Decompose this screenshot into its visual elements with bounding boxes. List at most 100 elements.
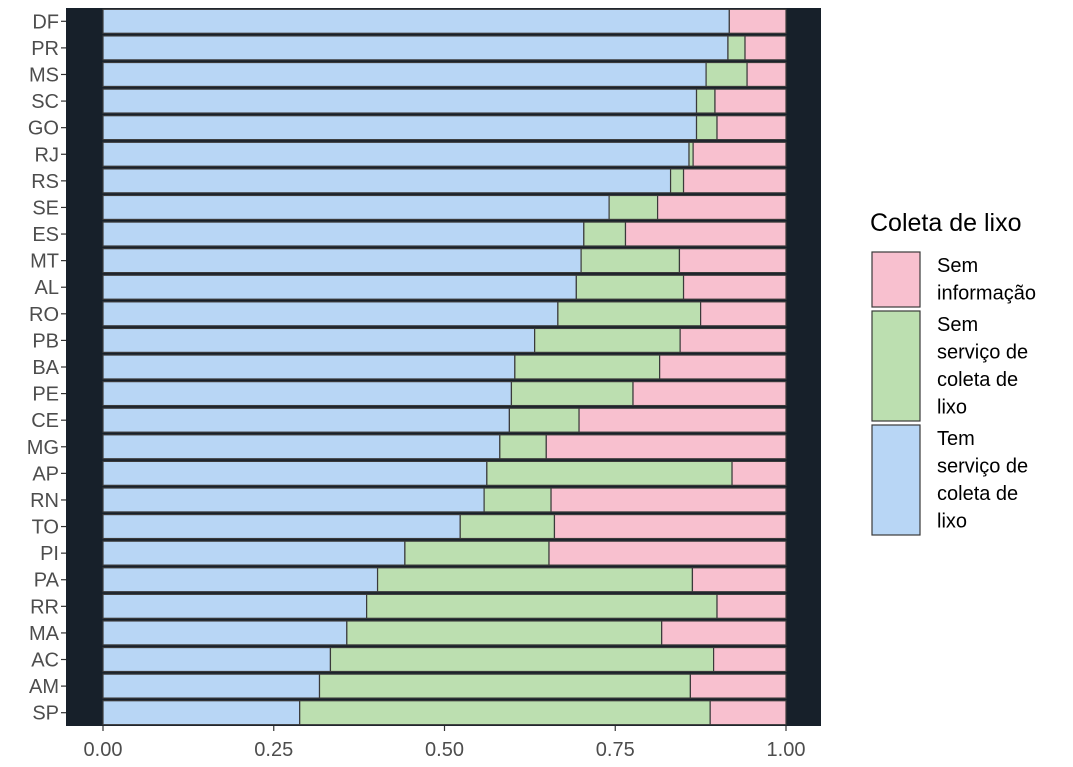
- bar-rn-series-1: [483, 487, 552, 513]
- bar-ms-series-1: [705, 61, 748, 88]
- bar-am-series-0: [102, 673, 321, 699]
- bar-pb-series-2: [679, 327, 787, 353]
- bar-mt-series-2: [678, 248, 787, 274]
- bar-rs-series-2: [682, 168, 787, 194]
- y-tick-label-ro: RO: [29, 304, 59, 326]
- bar-ba-series-0: [102, 354, 516, 380]
- bar-se-series-2: [656, 194, 787, 221]
- bar-sc-series-1: [695, 88, 716, 114]
- bar-ac-series-1: [329, 646, 715, 673]
- legend-key-0: [871, 251, 921, 308]
- bar-ro-series-2: [700, 301, 787, 327]
- bar-ro-series-0: [102, 301, 559, 327]
- y-tick-label-to: TO: [32, 517, 59, 539]
- bar-mg-series-0: [102, 434, 501, 460]
- bar-rj-series-1: [688, 141, 694, 167]
- x-tick-label: 0.50: [425, 739, 464, 761]
- bar-to-series-0: [102, 513, 461, 540]
- y-tick-label-sc: SC: [31, 91, 59, 113]
- bar-mg-series-2: [545, 434, 787, 460]
- bar-al-series-2: [682, 274, 787, 300]
- y-tick-label-ma: MA: [29, 623, 60, 645]
- legend-title: Coleta de lixo: [870, 209, 1021, 237]
- y-tick-label-ba: BA: [32, 357, 59, 379]
- bar-ma-series-2: [661, 620, 787, 646]
- y-tick-label-rj: RJ: [35, 144, 59, 166]
- bar-ro-series-1: [557, 301, 702, 327]
- y-tick-label-ac: AC: [31, 650, 59, 672]
- y-tick-label-pe: PE: [32, 384, 59, 406]
- bar-rs-series-0: [102, 168, 672, 194]
- bar-pa-series-1: [376, 567, 694, 593]
- bar-es-series-0: [102, 221, 585, 247]
- y-tick-label-mt: MT: [30, 251, 59, 273]
- bar-ba-series-1: [514, 354, 661, 380]
- x-tick-label: 0.00: [84, 739, 123, 761]
- bar-rr-series-2: [716, 593, 787, 619]
- y-tick-label-rn: RN: [30, 490, 59, 512]
- bar-am-series-1: [318, 673, 691, 699]
- y-tick-label-ce: CE: [31, 410, 59, 432]
- bar-to-series-2: [553, 513, 787, 540]
- bar-mg-series-1: [499, 434, 547, 460]
- y-tick-label-ms: MS: [29, 64, 59, 86]
- bar-ap-series-0: [102, 460, 488, 486]
- bar-sc-series-2: [714, 88, 787, 114]
- bar-al-series-1: [575, 274, 685, 300]
- bar-sp-series-0: [102, 700, 301, 726]
- bar-go-series-0: [102, 115, 698, 141]
- y-tick-label-pa: PA: [34, 570, 60, 592]
- bar-es-series-1: [583, 221, 627, 247]
- bar-rr-series-1: [366, 593, 718, 619]
- y-tick-label-pb: PB: [32, 330, 59, 352]
- legend: Coleta de lixo Sem informação Sem serviço d…: [870, 209, 1036, 536]
- bar-pr-series-0: [102, 35, 729, 61]
- bar-pb-series-0: [102, 327, 536, 353]
- bar-pe-series-1: [510, 381, 634, 407]
- bar-ce-series-1: [508, 407, 580, 433]
- bar-ce-series-2: [578, 407, 787, 433]
- bar-ac-series-0: [102, 646, 332, 673]
- bar-ms-series-2: [746, 61, 787, 88]
- bar-ba-series-2: [659, 354, 787, 380]
- legend-key-1: [871, 310, 921, 422]
- bar-pe-series-0: [102, 381, 513, 407]
- legend-label-1: Sem serviço de coleta de lixo: [937, 314, 1028, 419]
- legend-label-2: Tem serviço de coleta de lixo: [937, 428, 1028, 533]
- bar-df-series-2: [728, 8, 787, 34]
- y-axis: DF PR MS SC GO RJ RS SE ES MT AL RO PB BA PE CE MG AP RN TO…: [27, 11, 66, 725]
- y-tick-label-es: ES: [32, 224, 59, 246]
- bar-se-series-1: [608, 194, 659, 221]
- bar-ma-series-0: [102, 620, 348, 646]
- bars-group: [102, 8, 787, 726]
- y-tick-label-al: AL: [35, 277, 59, 299]
- bar-pe-series-2: [632, 381, 787, 407]
- y-tick-label-mg: MG: [27, 437, 59, 459]
- y-tick-label-am: AM: [29, 676, 59, 698]
- y-tick-label-pr: PR: [31, 38, 59, 60]
- bar-am-series-2: [689, 673, 787, 699]
- bar-go-series-1: [695, 115, 718, 141]
- y-tick-label-sp: SP: [32, 703, 59, 725]
- bar-rn-series-2: [550, 487, 787, 513]
- bar-pi-series-0: [102, 540, 406, 566]
- bar-to-series-1: [459, 513, 556, 540]
- y-tick-label-ap: AP: [32, 463, 59, 485]
- bar-sp-series-1: [299, 700, 711, 726]
- bar-rj-series-2: [692, 141, 787, 167]
- bar-rj-series-0: [102, 141, 690, 167]
- bar-pr-series-1: [727, 35, 746, 61]
- y-tick-label-go: GO: [28, 118, 59, 140]
- legend-key-2: [871, 424, 921, 536]
- bar-ms-series-0: [102, 61, 707, 88]
- bar-ap-series-2: [731, 460, 787, 486]
- bar-pb-series-1: [534, 327, 681, 353]
- y-tick-label-df: DF: [32, 11, 59, 33]
- bar-pi-series-2: [548, 540, 787, 566]
- bar-rn-series-0: [102, 487, 485, 513]
- bar-mt-series-0: [102, 248, 582, 274]
- y-tick-label-rr: RR: [30, 596, 59, 618]
- bar-ce-series-0: [102, 407, 510, 433]
- bar-sc-series-0: [102, 88, 698, 114]
